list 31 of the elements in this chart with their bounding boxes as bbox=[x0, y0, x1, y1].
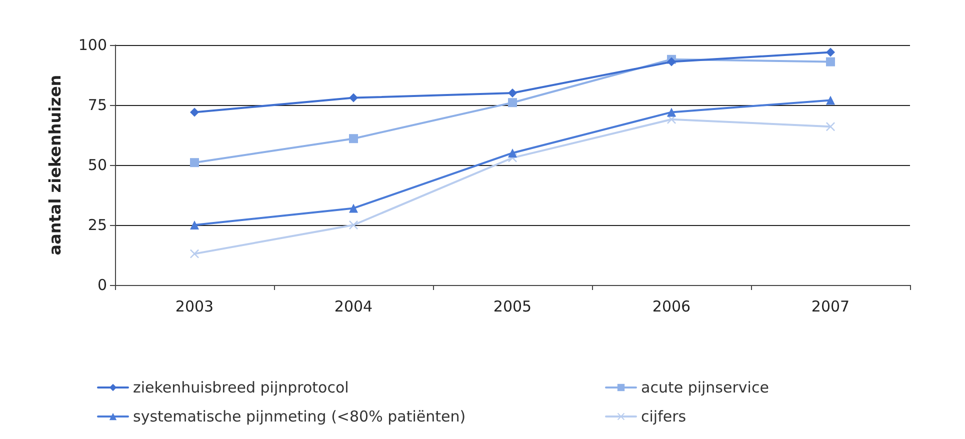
point bbox=[190, 249, 199, 258]
legend-label: acute pijnservice bbox=[641, 378, 769, 396]
point bbox=[349, 93, 358, 102]
point bbox=[826, 57, 835, 66]
point bbox=[190, 158, 199, 168]
y-tick-label: 100 bbox=[78, 36, 107, 54]
point bbox=[190, 220, 199, 230]
x-tick-label: 2004 bbox=[334, 298, 373, 316]
x-tick-label: 2005 bbox=[493, 298, 532, 316]
y-tick-label: 0 bbox=[97, 276, 107, 294]
point bbox=[508, 98, 517, 108]
point bbox=[349, 204, 358, 213]
y-tick-label: 25 bbox=[88, 216, 107, 234]
point bbox=[826, 96, 835, 105]
point bbox=[508, 88, 517, 98]
legend-label: systematische pijnmeting (<80% patiënten) bbox=[133, 408, 466, 426]
y-axis-title: aantal ziekenhuizen bbox=[46, 74, 64, 256]
x-tick-label: 2006 bbox=[652, 298, 691, 316]
y-tick-label: 50 bbox=[88, 156, 107, 174]
point bbox=[190, 108, 199, 117]
point bbox=[826, 122, 835, 132]
point bbox=[667, 57, 676, 66]
x-tick-label: 2003 bbox=[175, 298, 214, 316]
legend-label: cijfers bbox=[641, 408, 686, 426]
y-tick-label: 75 bbox=[88, 96, 107, 114]
point bbox=[508, 148, 517, 158]
legend-label: ziekenhuisbreed pijnprotocol bbox=[133, 378, 349, 396]
x-tick-label: 2007 bbox=[811, 298, 850, 316]
point bbox=[667, 108, 676, 117]
point bbox=[826, 48, 835, 57]
point bbox=[349, 134, 358, 144]
